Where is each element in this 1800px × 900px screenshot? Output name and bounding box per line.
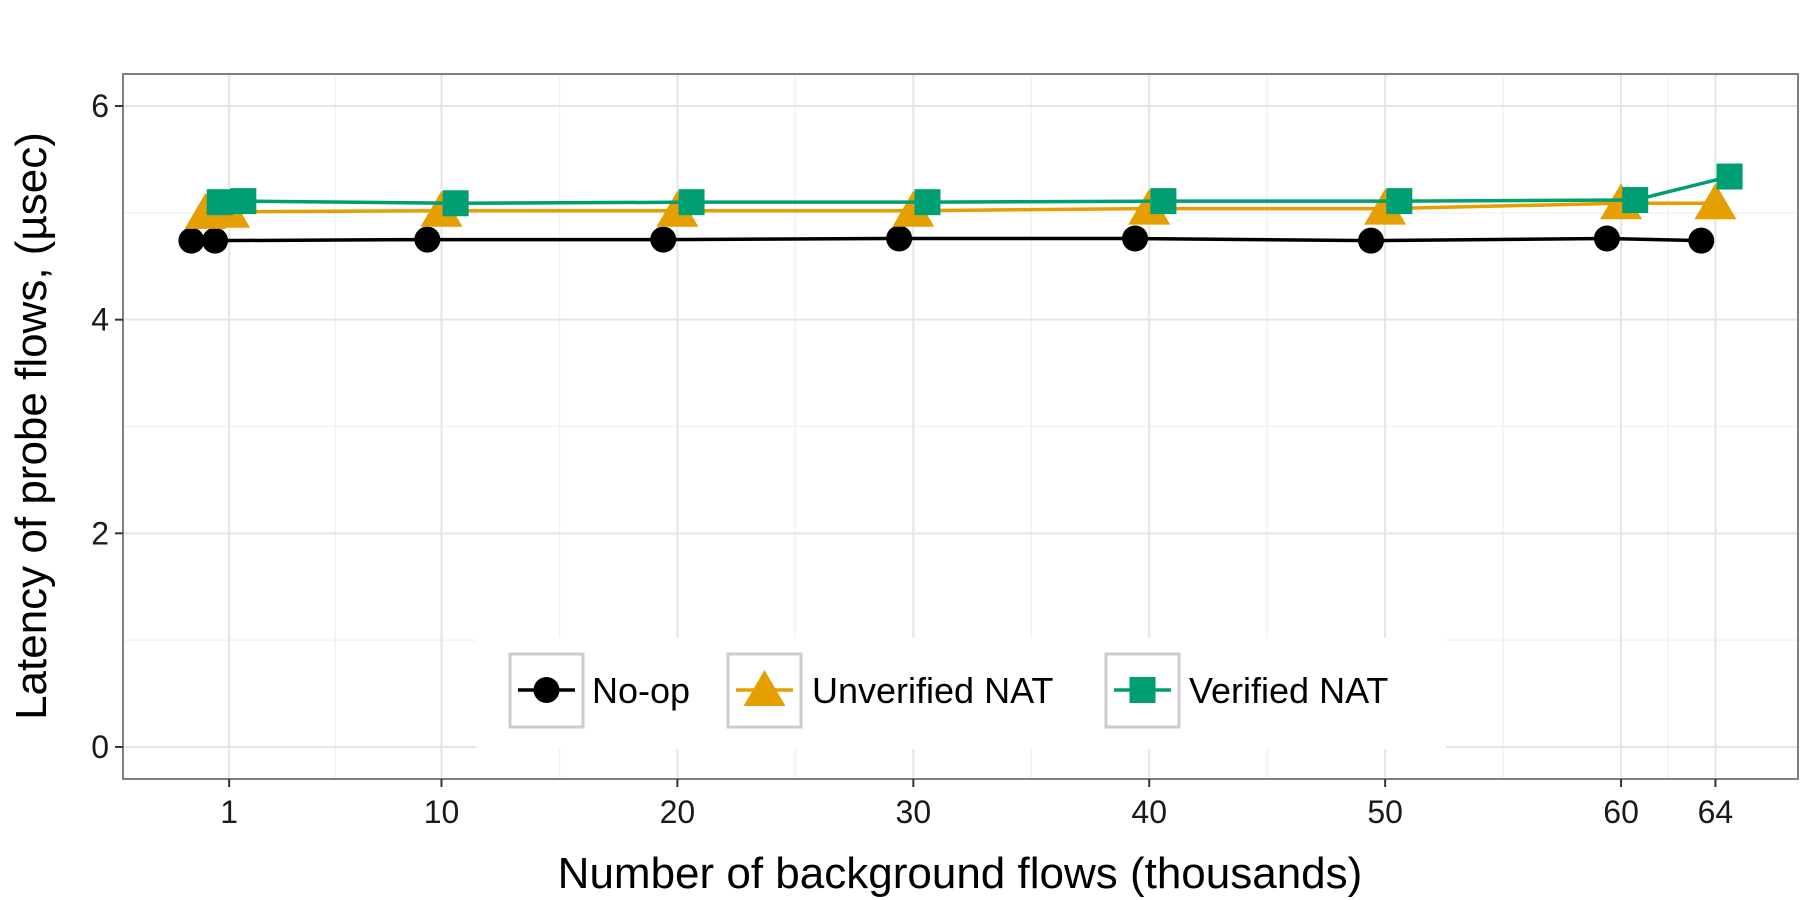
data-point-unverified-nat [1694,183,1737,220]
data-point-no-op [1593,225,1620,252]
data-point-verified-nat [1386,188,1413,215]
data-point-verified-nat [230,188,257,215]
x-tick-label: 10 [424,794,460,830]
data-point-no-op [1688,227,1715,254]
legend-entry-verified-nat: Verified NAT [1104,652,1388,729]
series-no-op [178,225,1715,254]
data-point-no-op [178,227,205,254]
legend-label: No-op [592,670,690,711]
legend-label: Verified NAT [1189,670,1388,711]
data-point-unverified-nat [1364,188,1407,225]
data-point-no-op [1122,225,1149,252]
x-tick-label: 60 [1603,794,1639,830]
data-point-unverified-nat [892,190,935,227]
data-point-verified-nat [442,190,469,217]
data-point-no-op [886,225,913,252]
x-tick-label: 20 [660,794,696,830]
plot-panel-border [122,73,1799,780]
y-tick-label: 0 [91,729,109,765]
y-tick-label: 4 [91,302,109,338]
legend-background [476,638,1446,749]
legend-entry-no-op: No-op [508,652,690,729]
x-tick-label: 1 [220,794,238,830]
series-verified-nat [206,163,1743,217]
data-point-unverified-nat [656,190,699,227]
legend: No-op Unverified NAT Verified NAT [476,638,1446,749]
data-point-verified-nat [1150,188,1177,215]
x-tick-label: 64 [1698,794,1734,830]
data-point-verified-nat [1716,163,1743,190]
data-point-no-op [1357,227,1384,254]
y-tick-label: 2 [91,515,109,551]
data-point-verified-nat [206,189,233,216]
data-point-unverified-nat [420,190,463,227]
y-axis-title: Latency of probe flows, (µsec) [7,132,56,720]
x-tick-label: 30 [896,794,932,830]
legend-key-marker [533,677,560,703]
data-point-unverified-nat [1128,188,1171,225]
data-point-no-op [202,227,229,254]
data-point-verified-nat [914,189,941,216]
x-tick-label: 50 [1367,794,1403,830]
x-tick-label: 40 [1131,794,1167,830]
legend-label: Unverified NAT [812,670,1053,711]
y-tick-label: 6 [91,88,109,124]
legend-key-marker [743,670,786,706]
x-axis-title: Number of background flows (thousands) [558,849,1363,898]
axis-ticks: 1 10 20 30 40 50 60 64 0 2 4 6 [91,88,1733,830]
data-point-no-op [414,226,441,253]
legend-key-marker [1129,677,1156,703]
data-point-verified-nat [1622,187,1649,214]
data-point-verified-nat [678,189,705,216]
legend-entry-unverified-nat: Unverified NAT [726,652,1053,729]
data-point-no-op [650,226,677,253]
series-layer [178,163,1743,254]
